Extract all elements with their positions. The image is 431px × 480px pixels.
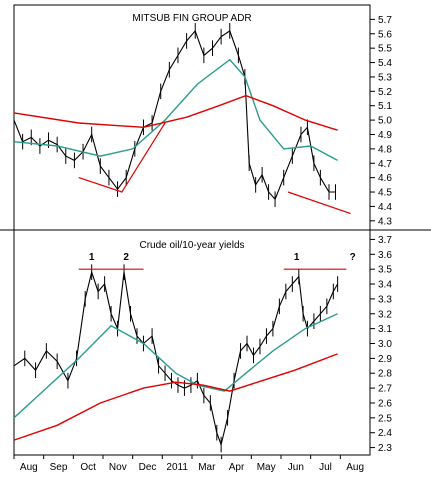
x-axis: Aug Sep Oct Nov Dec 2011 Mar Apr May Jun Jul Aug <box>13 455 364 473</box>
peak-annotation: 1 <box>89 252 95 263</box>
moving-average-short-line <box>13 313 338 419</box>
y-tick-label: 3.4 <box>378 280 392 291</box>
x-tick-label: Mar <box>198 462 216 473</box>
y-tick-label: 5.3 <box>378 72 392 83</box>
x-tick-label: Aug <box>346 462 364 473</box>
y-tick-label: 2.4 <box>378 428 392 439</box>
y-tick-label: 2.3 <box>378 443 392 454</box>
y-tick-label: 3.3 <box>378 294 392 305</box>
y-tick-label: 5.2 <box>378 87 392 98</box>
y-tick-label: 3.0 <box>378 339 392 350</box>
panel-title: MITSUB FIN GROUP ADR <box>132 13 251 24</box>
x-tick-label: Dec <box>139 462 157 473</box>
trendline <box>287 191 351 215</box>
y-tick-label: 2.7 <box>378 384 392 395</box>
price-panel: MITSUB FIN GROUP ADR 5.7 5.6 5.5 5.4 5.3 5.2 5.… <box>13 13 392 227</box>
moving-average-short-line <box>13 58 338 162</box>
y-tick-label: 3.2 <box>378 309 392 320</box>
x-tick-label: Oct <box>80 462 96 473</box>
y-tick-label: 5.0 <box>378 116 392 127</box>
y-tick-label: 4.5 <box>378 188 392 199</box>
x-tick-label: Aug <box>20 462 38 473</box>
y-tick-label: 4.3 <box>378 216 392 227</box>
panel-title: Crude oil/10-year yields <box>139 240 244 251</box>
y-tick-label: 4.4 <box>378 202 392 213</box>
ratio-panel: Crude oil/10-year yields 3.7 3.6 3.5 3.4 3.3 3… <box>13 235 392 454</box>
price-line <box>13 270 339 447</box>
y-tick-label: 2.9 <box>378 354 392 365</box>
y-tick-label: 5.1 <box>378 101 392 112</box>
y-tick-label: 3.1 <box>378 324 392 335</box>
x-tick-label: 2011 <box>166 462 188 473</box>
y-tick-label: 2.8 <box>378 369 392 380</box>
y-tick-label: 2.5 <box>378 413 392 424</box>
y-tick-label: 5.7 <box>378 15 392 26</box>
peak-annotation: 1 <box>294 252 300 263</box>
y-tick-label: 2.6 <box>378 398 392 409</box>
x-tick-label: Apr <box>229 462 245 473</box>
moving-average-long-line <box>13 353 338 441</box>
x-tick-label: Nov <box>109 462 127 473</box>
y-tick-label: 5.5 <box>378 44 392 55</box>
y-tick-label: 3.7 <box>378 235 392 246</box>
peak-annotation: ? <box>350 252 356 263</box>
price-line <box>13 29 336 201</box>
y-tick-label: 4.8 <box>378 144 392 155</box>
y-tick-label: 5.4 <box>378 58 392 69</box>
x-tick-label: Jul <box>319 462 332 473</box>
peak-annotation: 2 <box>123 252 129 263</box>
y-tick-label: 3.6 <box>378 250 392 261</box>
y-tick-label: 4.9 <box>378 130 392 141</box>
y-tick-label: 4.6 <box>378 173 392 184</box>
x-tick-label: May <box>257 462 276 473</box>
y-tick-label: 5.6 <box>378 29 392 40</box>
trendline <box>78 122 166 193</box>
y-tick-label: 3.5 <box>378 265 392 276</box>
moving-average-long-line <box>13 94 338 131</box>
x-tick-label: Sep <box>50 462 68 473</box>
y-tick-label: 4.7 <box>378 159 392 170</box>
x-tick-label: Jun <box>288 462 304 473</box>
